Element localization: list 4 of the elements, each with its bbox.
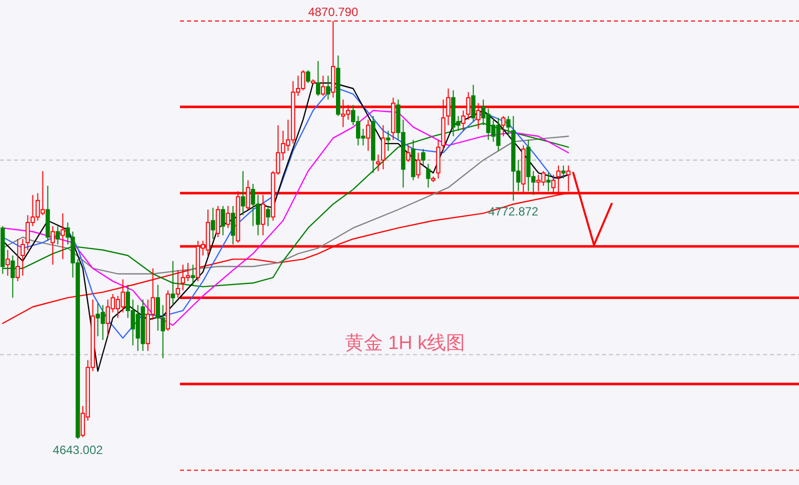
annotation: 4870.790: [308, 5, 358, 19]
text: 黄金 1H k线图: [344, 333, 466, 354]
annotation: 4643.002: [52, 443, 104, 457]
annotation: 4772.872: [488, 204, 539, 219]
